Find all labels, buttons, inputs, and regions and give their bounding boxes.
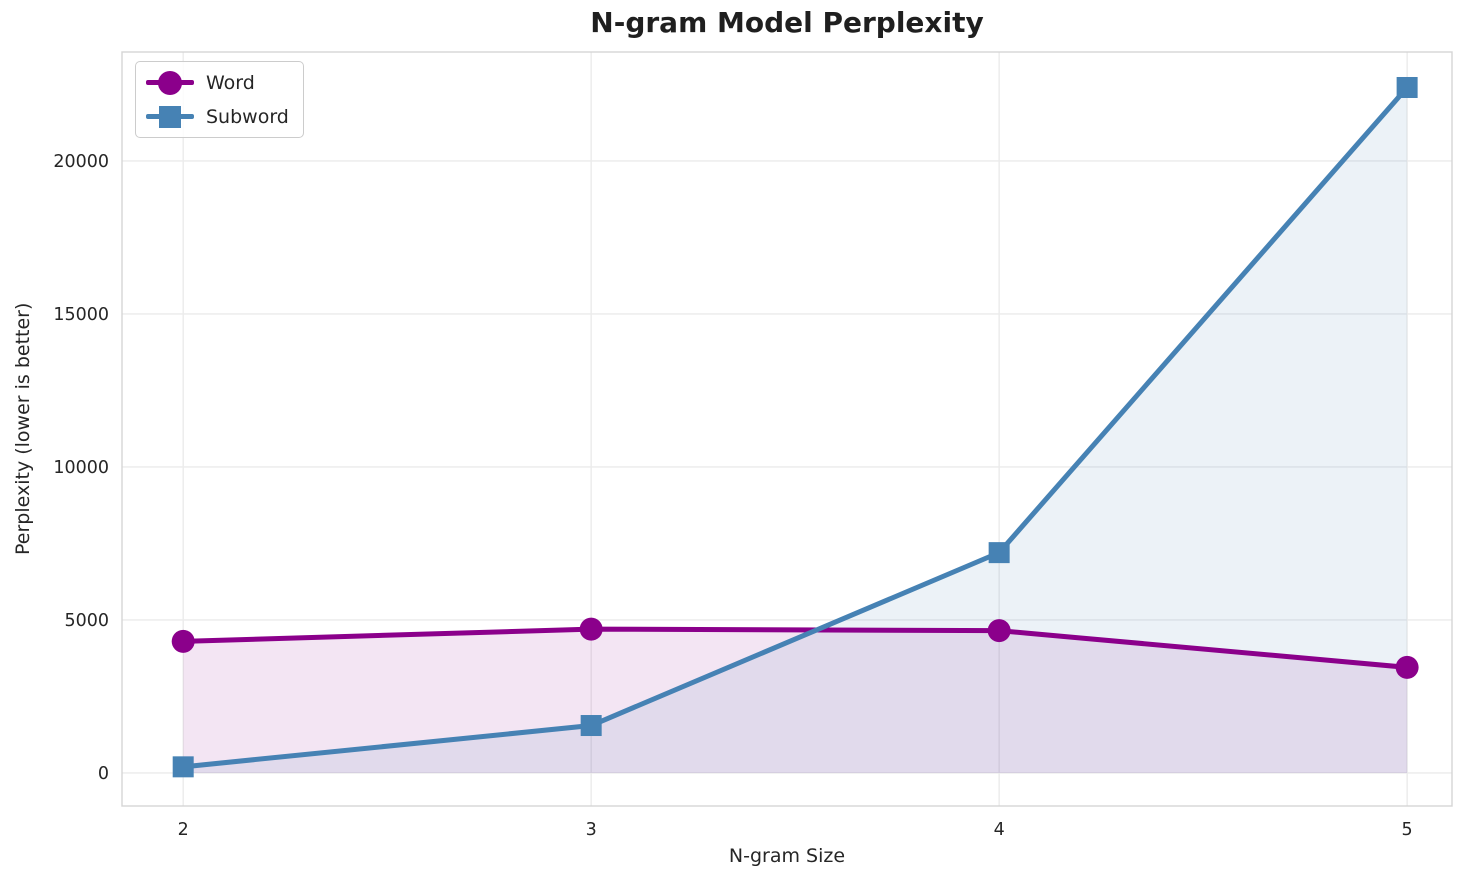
x-tick-label: 5 — [1402, 820, 1413, 840]
subword-marker — [988, 542, 1010, 564]
chart-title: N-gram Model Perplexity — [590, 6, 984, 39]
word-marker — [987, 619, 1011, 643]
y-axis-label: Perplexity (lower is better) — [12, 302, 34, 556]
x-tick-label: 3 — [586, 820, 597, 840]
subword-marker — [172, 756, 194, 778]
subword-area-fill — [183, 87, 1408, 773]
subword-legend-square-icon — [159, 105, 181, 128]
x-tick-label: 2 — [178, 820, 189, 840]
y-tick-label: 0 — [98, 764, 109, 784]
legend-item-word: Word — [146, 69, 289, 96]
y-tick-label: 10000 — [53, 458, 109, 478]
word-marker — [579, 617, 603, 641]
subword-line-marker-icon — [146, 103, 194, 130]
y-tick-label: 5000 — [64, 611, 109, 631]
y-tick-label: 20000 — [53, 152, 109, 172]
word-legend-circle-icon — [158, 70, 182, 95]
x-axis-label: N-gram Size — [728, 845, 846, 867]
word-marker — [171, 629, 195, 653]
legend: Word Subword — [135, 61, 304, 138]
legend-item-subword: Subword — [146, 103, 289, 130]
word-marker — [1395, 655, 1419, 679]
y-tick-label: 15000 — [53, 305, 109, 325]
subword-marker — [580, 715, 602, 737]
legend-label-word: Word — [206, 71, 255, 94]
x-tick-label: 4 — [994, 820, 1005, 840]
word-line — [180, 626, 1410, 670]
subword-marker — [1396, 76, 1418, 98]
legend-label-subword: Subword — [206, 105, 289, 128]
subword-line — [180, 84, 1410, 770]
word-line-marker-icon — [146, 69, 194, 96]
plot-border — [121, 51, 1453, 807]
